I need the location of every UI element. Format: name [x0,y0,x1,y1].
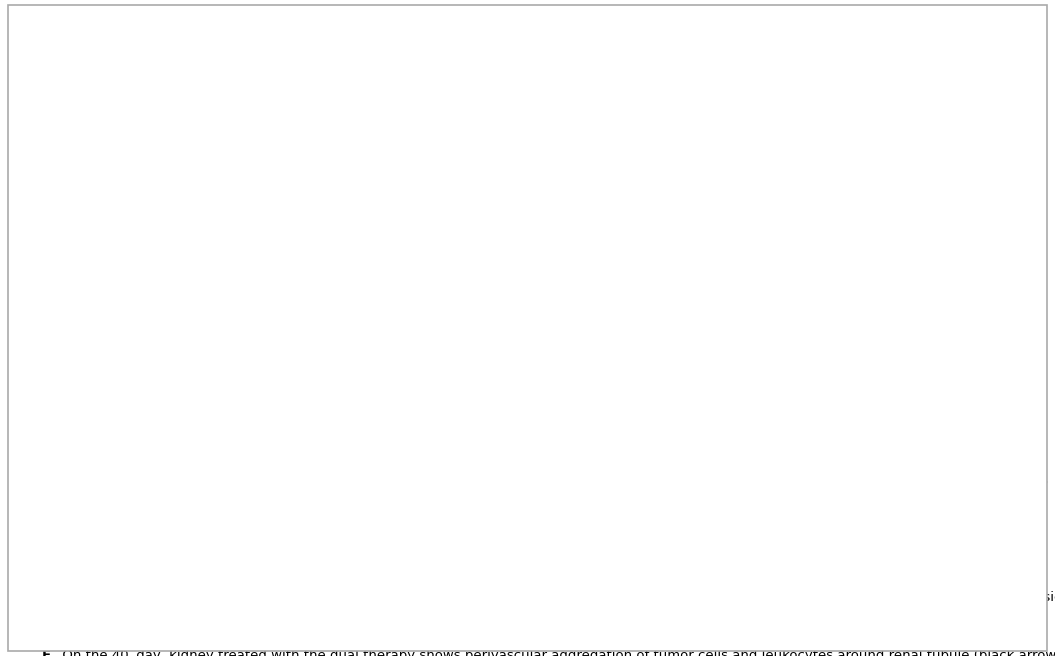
Text: D: D [268,470,281,485]
Text: kidney of EAC control group shows tubular necrosis (arrows), swollen and congest: kidney of EAC control group shows tubula… [61,504,802,517]
Text: A.: A. [41,504,57,517]
Text: C: C [41,562,52,575]
Text: . Kidney of Cis+met- treated mice shows few tumor cells admixed with neutrophils: . Kidney of Cis+met- treated mice shows … [55,591,1055,604]
Text: B: B [418,39,429,54]
Text: day, kidney treated with the dual therapy shows perivascular aggregation of tumo: day, kidney treated with the dual therap… [132,649,1055,656]
Text: D: D [41,591,53,604]
Text: B.: B. [633,504,648,517]
Text: day,: day, [845,475,878,488]
Text: C: C [686,39,697,54]
Text: th: th [830,470,840,480]
Text: th: th [117,644,127,654]
Text: Kidney of cisplatin- treated mice: Kidney of cisplatin- treated mice [652,504,874,517]
Text: E: E [41,649,51,656]
Text: Assessment the effect of metformin and/or cisplatin on kidneys histopathology af: Assessment the effect of metformin and/o… [119,475,1049,488]
Text: into parenchyma (arrow) H&E X: 200 bar 50.: into parenchyma (arrow) H&E X: 200 bar 5… [41,620,339,633]
Text: . Kidney of metformin treated group show tubular necrosis.: . Kidney of metformin treated group show… [55,562,450,575]
Text: . On the 40: . On the 40 [55,649,129,656]
Text: A: A [150,39,162,54]
Text: E: E [540,470,551,485]
Text: Figure 8:: Figure 8: [41,475,109,488]
Text: shows shrunken collapsed glomeruli (arrows).: shows shrunken collapsed glomeruli (arro… [41,533,347,546]
